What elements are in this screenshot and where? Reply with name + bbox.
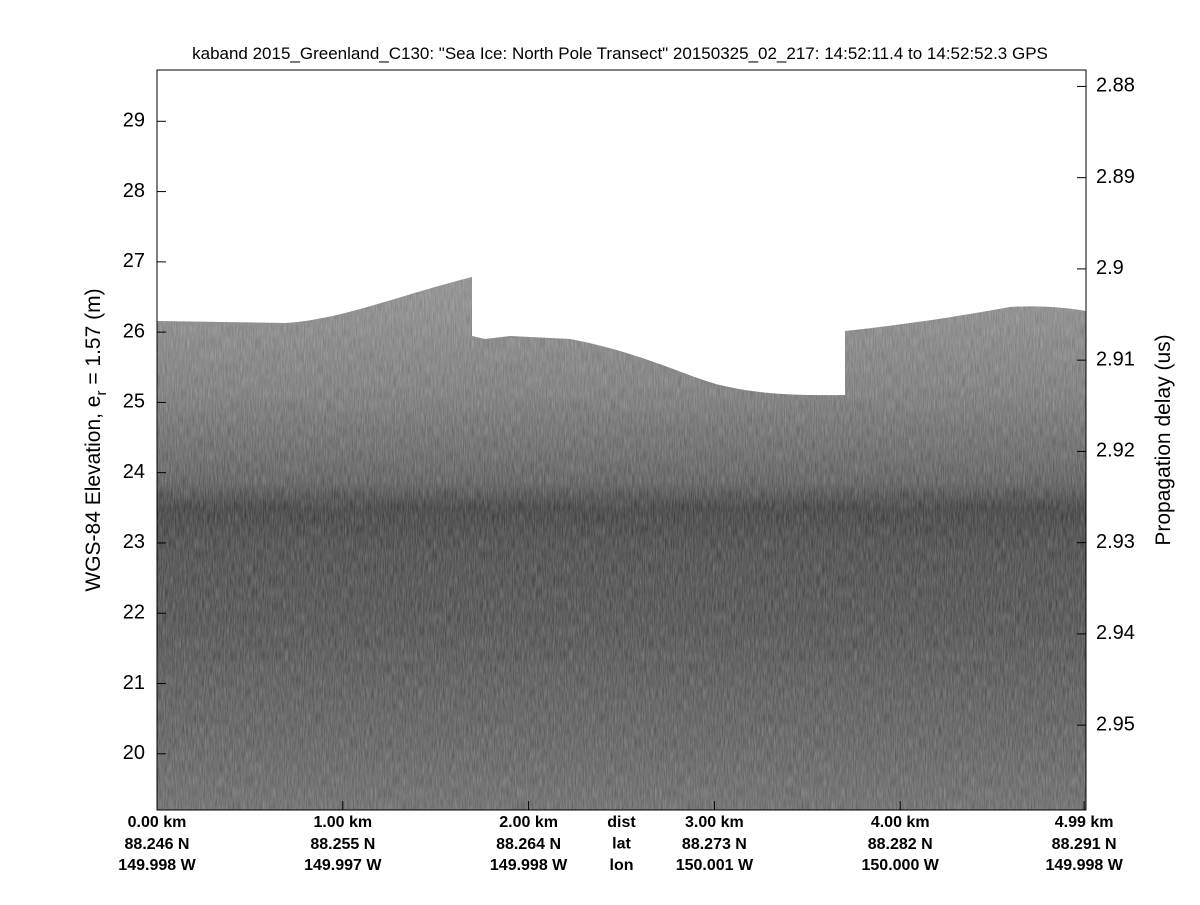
lon-label: 149.998 W xyxy=(1045,857,1123,874)
chart-title: kaband 2015_Greenland_C130: "Sea Ice: No… xyxy=(192,44,1048,63)
y2-tick-label: 2.89 xyxy=(1096,166,1135,188)
y2-tick-label: 2.88 xyxy=(1096,75,1135,97)
y-tick-label: 26 xyxy=(123,320,145,342)
y2-tick-label: 2.94 xyxy=(1096,622,1135,644)
y2-tick-label: 2.93 xyxy=(1096,531,1135,553)
y-label-subscript: r xyxy=(93,391,110,396)
lat-label: 88.255 N xyxy=(310,836,375,853)
y-tick-label: 23 xyxy=(123,531,145,553)
lon-label: 149.998 W xyxy=(490,857,568,874)
y-label-part: = 1.57 (m) xyxy=(82,288,105,390)
y-label-part: WGS-84 Elevation, e xyxy=(82,396,105,592)
y2-tick-label: 2.9 xyxy=(1096,257,1124,279)
echogram xyxy=(157,277,1086,810)
echogram-noise xyxy=(157,277,1086,810)
y-tick-label: 25 xyxy=(123,391,145,413)
y-tick-label: 27 xyxy=(123,250,145,272)
y-tick-label: 21 xyxy=(123,672,145,694)
lon-label: 150.000 W xyxy=(862,857,940,874)
lon-label: 149.997 W xyxy=(304,857,382,874)
y2-axis-label: Propagation delay (us) xyxy=(1152,334,1175,545)
lat-label: 88.264 N xyxy=(496,836,561,853)
row-label: dist xyxy=(607,814,636,831)
row-label: lat xyxy=(612,836,631,853)
lat-label: 88.282 N xyxy=(868,836,933,853)
y-tick-label: 24 xyxy=(123,461,145,483)
y2-tick-label: 2.91 xyxy=(1096,348,1135,370)
y-tick-label: 22 xyxy=(123,602,145,624)
x-tick-label: 4.00 km xyxy=(871,814,930,831)
x-tick-label: 0.00 km xyxy=(128,814,187,831)
lon-label: 149.998 W xyxy=(118,857,196,874)
y2-tick-label: 2.92 xyxy=(1096,440,1135,462)
y-tick-label: 28 xyxy=(123,180,145,202)
x-tick-label: 3.00 km xyxy=(685,814,744,831)
lat-label: 88.273 N xyxy=(682,836,747,853)
row-label: lon xyxy=(610,857,634,874)
lon-label: 150.001 W xyxy=(676,857,754,874)
plot-frame xyxy=(156,69,1087,811)
x-tick-label: 4.99 km xyxy=(1055,814,1114,831)
y-tick-label: 20 xyxy=(123,742,145,764)
lat-label: 88.246 N xyxy=(125,836,190,853)
y-axis-label: WGS-84 Elevation, er = 1.57 (m) xyxy=(82,288,110,591)
lat-label: 88.291 N xyxy=(1052,836,1117,853)
x-tick-label: 2.00 km xyxy=(499,814,558,831)
y-tick-label: 29 xyxy=(123,110,145,132)
y2-tick-label: 2.95 xyxy=(1096,713,1135,735)
x-tick-label: 1.00 km xyxy=(313,814,372,831)
